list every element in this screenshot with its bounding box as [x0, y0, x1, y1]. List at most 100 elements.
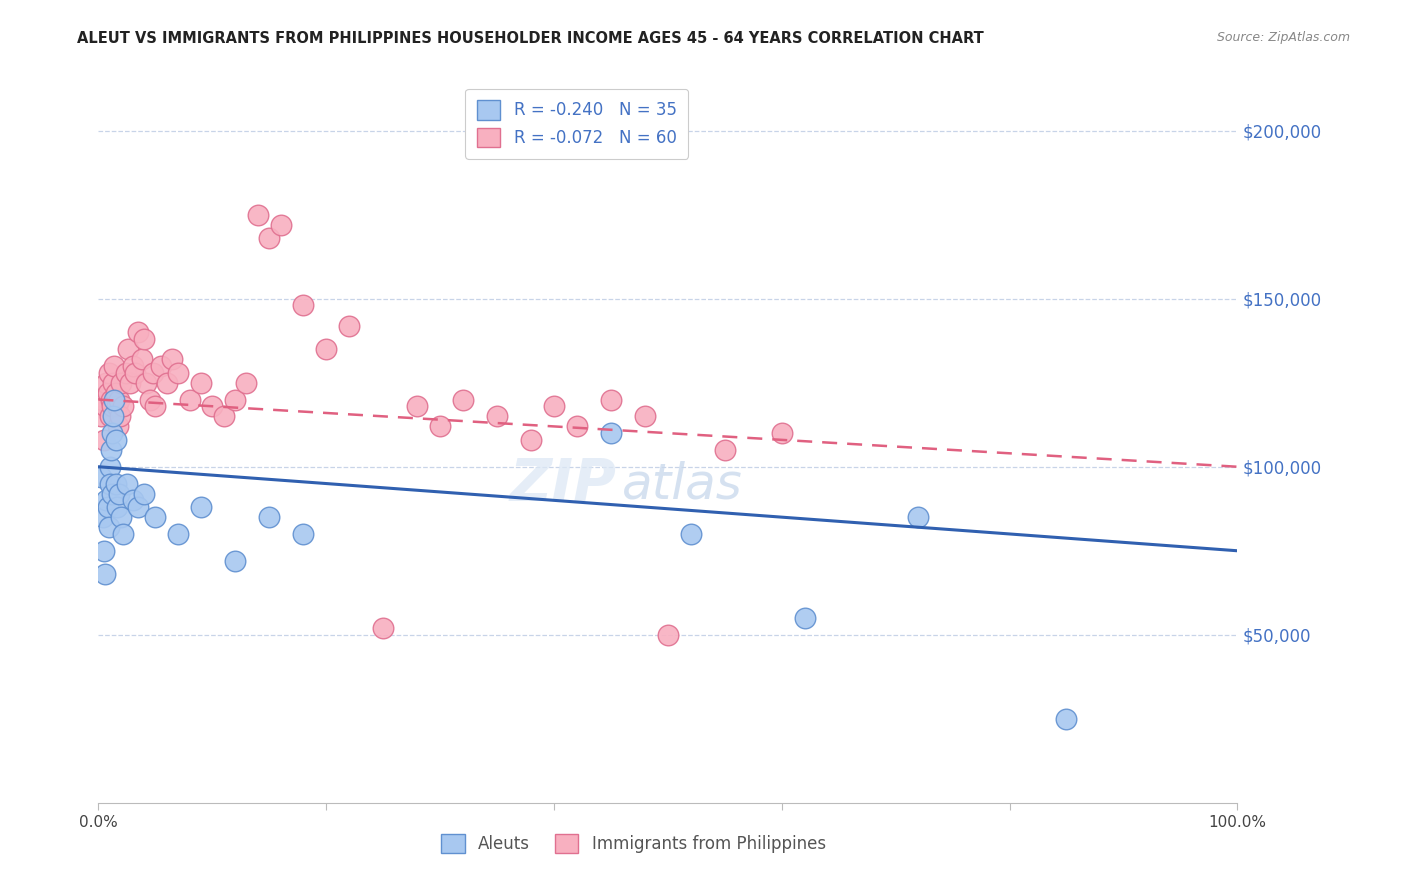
Point	[145, 399, 167, 413]
Point	[108, 392, 131, 407]
Point	[634, 409, 657, 424]
Point	[142, 366, 165, 380]
Point	[96, 500, 118, 514]
Point	[127, 500, 149, 514]
Point	[121, 359, 143, 373]
Point	[96, 385, 118, 400]
Point	[292, 298, 315, 312]
Point	[114, 366, 136, 380]
Point	[94, 567, 117, 582]
Point	[201, 399, 224, 413]
Point	[565, 419, 588, 434]
Point	[270, 218, 292, 232]
Point	[108, 409, 131, 424]
Point	[100, 392, 122, 407]
Point	[259, 510, 281, 524]
Point	[406, 399, 429, 413]
Point	[104, 385, 127, 400]
Point	[91, 510, 114, 524]
Point	[150, 359, 173, 373]
Point	[101, 486, 124, 500]
Point	[103, 409, 125, 424]
Point	[105, 399, 128, 413]
Point	[90, 409, 112, 424]
Point	[337, 318, 360, 333]
Point	[98, 476, 121, 491]
Point	[156, 376, 179, 390]
Point	[657, 628, 679, 642]
Point	[770, 426, 793, 441]
Point	[600, 426, 623, 441]
Point	[600, 392, 623, 407]
Point	[98, 459, 121, 474]
Point	[145, 510, 167, 524]
Point	[793, 611, 815, 625]
Point	[108, 486, 131, 500]
Point	[235, 376, 257, 390]
Text: ALEUT VS IMMIGRANTS FROM PHILIPPINES HOUSEHOLDER INCOME AGES 45 - 64 YEARS CORRE: ALEUT VS IMMIGRANTS FROM PHILIPPINES HOU…	[77, 31, 984, 46]
Point	[520, 433, 543, 447]
Point	[107, 419, 129, 434]
Point	[132, 332, 155, 346]
Point	[112, 527, 135, 541]
Point	[131, 352, 153, 367]
Point	[110, 376, 132, 390]
Point	[124, 366, 146, 380]
Point	[98, 409, 121, 424]
Point	[224, 554, 246, 568]
Text: atlas: atlas	[623, 461, 742, 509]
Point	[127, 326, 149, 340]
Point	[138, 392, 160, 407]
Point	[103, 376, 125, 390]
Point	[714, 442, 737, 457]
Point	[167, 527, 190, 541]
Point	[121, 493, 143, 508]
Point	[246, 208, 269, 222]
Point	[112, 399, 135, 413]
Text: ZIP: ZIP	[510, 457, 617, 514]
Point	[486, 409, 509, 424]
Point	[90, 470, 112, 484]
Point	[97, 520, 120, 534]
Point	[94, 399, 117, 413]
Point	[190, 376, 212, 390]
Point	[101, 426, 124, 441]
Point	[429, 419, 451, 434]
Point	[907, 510, 929, 524]
Point	[167, 366, 190, 380]
Point	[371, 621, 394, 635]
Point	[101, 399, 124, 413]
Point	[259, 231, 281, 245]
Point	[91, 392, 114, 407]
Point	[135, 376, 157, 390]
Point	[100, 442, 122, 457]
Point	[96, 376, 118, 390]
Legend: Aleuts, Immigrants from Philippines: Aleuts, Immigrants from Philippines	[434, 827, 832, 860]
Point	[543, 399, 565, 413]
Point	[105, 500, 128, 514]
Point	[212, 409, 235, 424]
Point	[1054, 712, 1078, 726]
Point	[162, 352, 184, 367]
Point	[120, 376, 142, 390]
Point	[117, 342, 139, 356]
Point	[96, 493, 118, 508]
Point	[103, 392, 125, 407]
Point	[110, 510, 132, 524]
Point	[104, 433, 127, 447]
Point	[93, 543, 115, 558]
Point	[93, 433, 115, 447]
Point	[104, 476, 127, 491]
Point	[190, 500, 212, 514]
Point	[115, 476, 138, 491]
Point	[315, 342, 337, 356]
Point	[132, 486, 155, 500]
Point	[679, 527, 702, 541]
Point	[103, 359, 125, 373]
Point	[292, 527, 315, 541]
Point	[97, 366, 120, 380]
Point	[451, 392, 474, 407]
Text: Source: ZipAtlas.com: Source: ZipAtlas.com	[1216, 31, 1350, 45]
Point	[224, 392, 246, 407]
Point	[179, 392, 201, 407]
